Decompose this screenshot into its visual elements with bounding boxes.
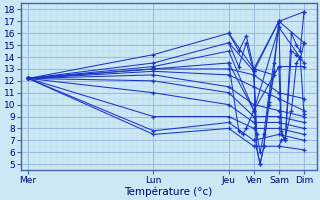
X-axis label: Température (°c): Température (°c) [124,186,213,197]
